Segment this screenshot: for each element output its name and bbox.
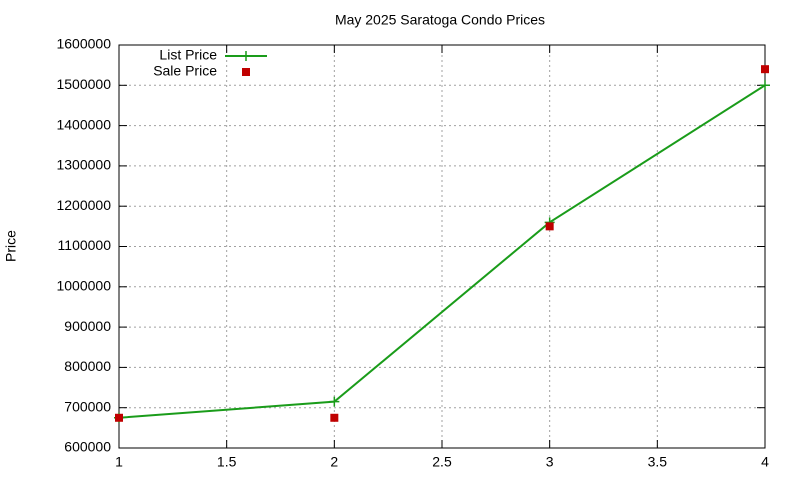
legend-label: Sale Price <box>153 63 217 79</box>
x-tick-label: 3 <box>546 454 554 470</box>
legend-marker <box>242 68 250 76</box>
point-marker <box>760 80 770 91</box>
point-marker <box>329 396 340 407</box>
x-tick-label: 1.5 <box>217 454 237 470</box>
y-tick-label: 1000000 <box>56 278 111 294</box>
chart-title: May 2025 Saratoga Condo Prices <box>335 12 545 28</box>
y-tick-label: 1200000 <box>56 197 111 213</box>
y-tick-label: 1500000 <box>56 76 111 92</box>
point-marker <box>761 65 769 74</box>
y-tick-label: 800000 <box>64 358 111 374</box>
plot-border <box>118 44 766 449</box>
point-marker <box>330 413 339 422</box>
y-tick-label: 1400000 <box>56 116 111 132</box>
x-tick-label: 4 <box>761 454 769 470</box>
x-tick-label: 3.5 <box>648 454 668 470</box>
point-marker <box>115 413 123 422</box>
y-axis-label: Price <box>3 230 19 262</box>
legend-marker <box>241 51 251 61</box>
y-tick-label: 900000 <box>64 318 111 334</box>
point-marker <box>545 222 554 231</box>
x-tick-label: 1 <box>115 454 123 470</box>
y-tick-label: 600000 <box>64 439 111 455</box>
y-tick-label: 1600000 <box>56 36 111 52</box>
y-tick-label: 1100000 <box>58 237 112 253</box>
series-line <box>118 84 766 419</box>
y-tick-label: 1300000 <box>56 157 111 173</box>
x-tick-label: 2 <box>330 454 338 470</box>
x-tick-label: 2.5 <box>432 454 452 470</box>
legend-label: List Price <box>159 47 217 63</box>
y-tick-label: 700000 <box>64 398 111 414</box>
